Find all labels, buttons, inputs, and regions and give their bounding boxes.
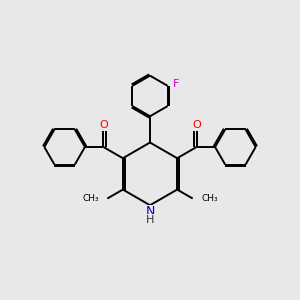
Text: CH₃: CH₃ (201, 194, 218, 203)
Text: N: N (145, 205, 155, 218)
Text: H: H (146, 214, 154, 225)
Text: O: O (192, 120, 201, 130)
Text: CH₃: CH₃ (82, 194, 99, 203)
Text: O: O (99, 120, 108, 130)
Text: F: F (173, 79, 180, 89)
